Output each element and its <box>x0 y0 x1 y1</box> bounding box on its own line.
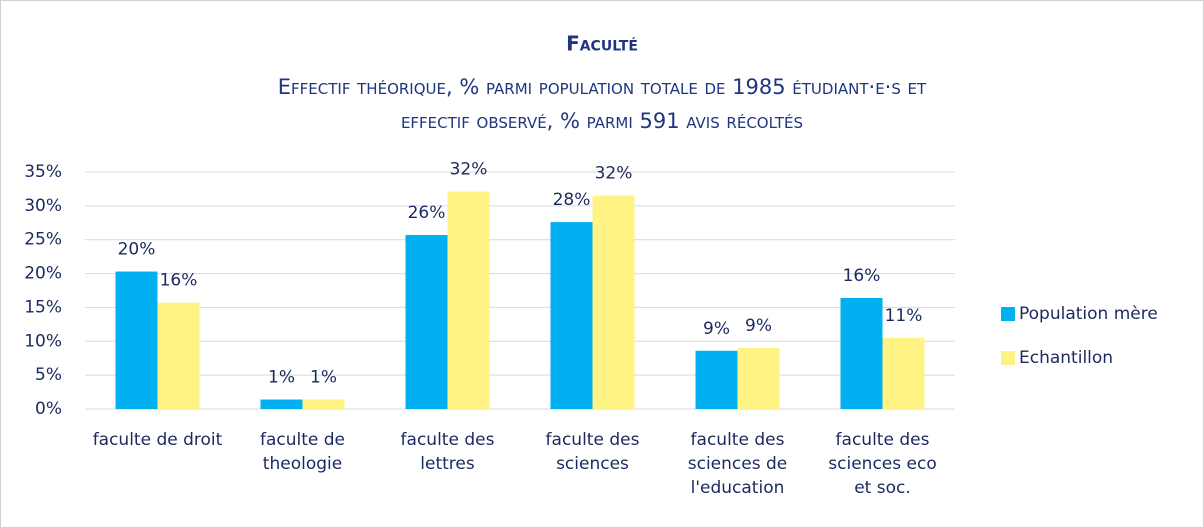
chart-subtitle: Effectif théorique, % parmi population t… <box>278 75 927 99</box>
bar <box>737 348 780 409</box>
x-tick-label: faculte des sciences <box>545 430 640 474</box>
data-label: 9% <box>745 316 772 336</box>
data-label: 1% <box>268 368 295 388</box>
bar <box>405 234 448 409</box>
chart-subtitle: effectif observé, % parmi 591 avis récol… <box>401 109 803 133</box>
y-tick-label: 35% <box>24 162 62 182</box>
x-tick-label: faculte des lettres <box>400 430 495 474</box>
data-label: 28% <box>553 190 591 210</box>
x-tick-label: faculte des sciences eco et soc. <box>828 430 937 498</box>
bar <box>447 191 490 409</box>
data-label: 11% <box>885 306 923 326</box>
y-tick-label: 0% <box>35 399 62 419</box>
bar <box>840 297 883 409</box>
data-label: 26% <box>408 203 446 223</box>
legend-swatch <box>1001 307 1015 321</box>
data-label: 32% <box>595 164 633 184</box>
bar <box>695 350 738 409</box>
bar <box>550 222 593 409</box>
y-tick-label: 5% <box>35 365 62 385</box>
bar <box>592 195 635 409</box>
data-label: 20% <box>118 240 156 260</box>
bar <box>157 302 200 409</box>
legend-swatch <box>1001 351 1015 365</box>
data-label: 16% <box>160 271 198 291</box>
data-label: 1% <box>310 368 337 388</box>
bar <box>882 337 925 409</box>
data-label: 32% <box>450 160 488 180</box>
bar <box>302 399 345 409</box>
data-label: 9% <box>703 319 730 339</box>
bar <box>115 271 158 409</box>
x-tick-label: faculte des sciences de l'education <box>687 430 788 498</box>
y-tick-label: 10% <box>24 331 62 351</box>
y-tick-label: 25% <box>24 230 62 250</box>
y-tick-label: 30% <box>24 196 62 216</box>
legend-label: Population mère <box>1019 304 1158 324</box>
x-tick-label: faculte de droit <box>92 430 223 450</box>
y-tick-label: 15% <box>24 297 62 317</box>
data-label: 16% <box>843 266 881 286</box>
y-tick-label: 20% <box>24 264 62 284</box>
bar <box>260 399 303 409</box>
chart-title: Faculté <box>566 32 638 56</box>
x-tick-label: faculte de theologie <box>259 430 346 474</box>
legend-label: Echantillon <box>1019 348 1113 368</box>
